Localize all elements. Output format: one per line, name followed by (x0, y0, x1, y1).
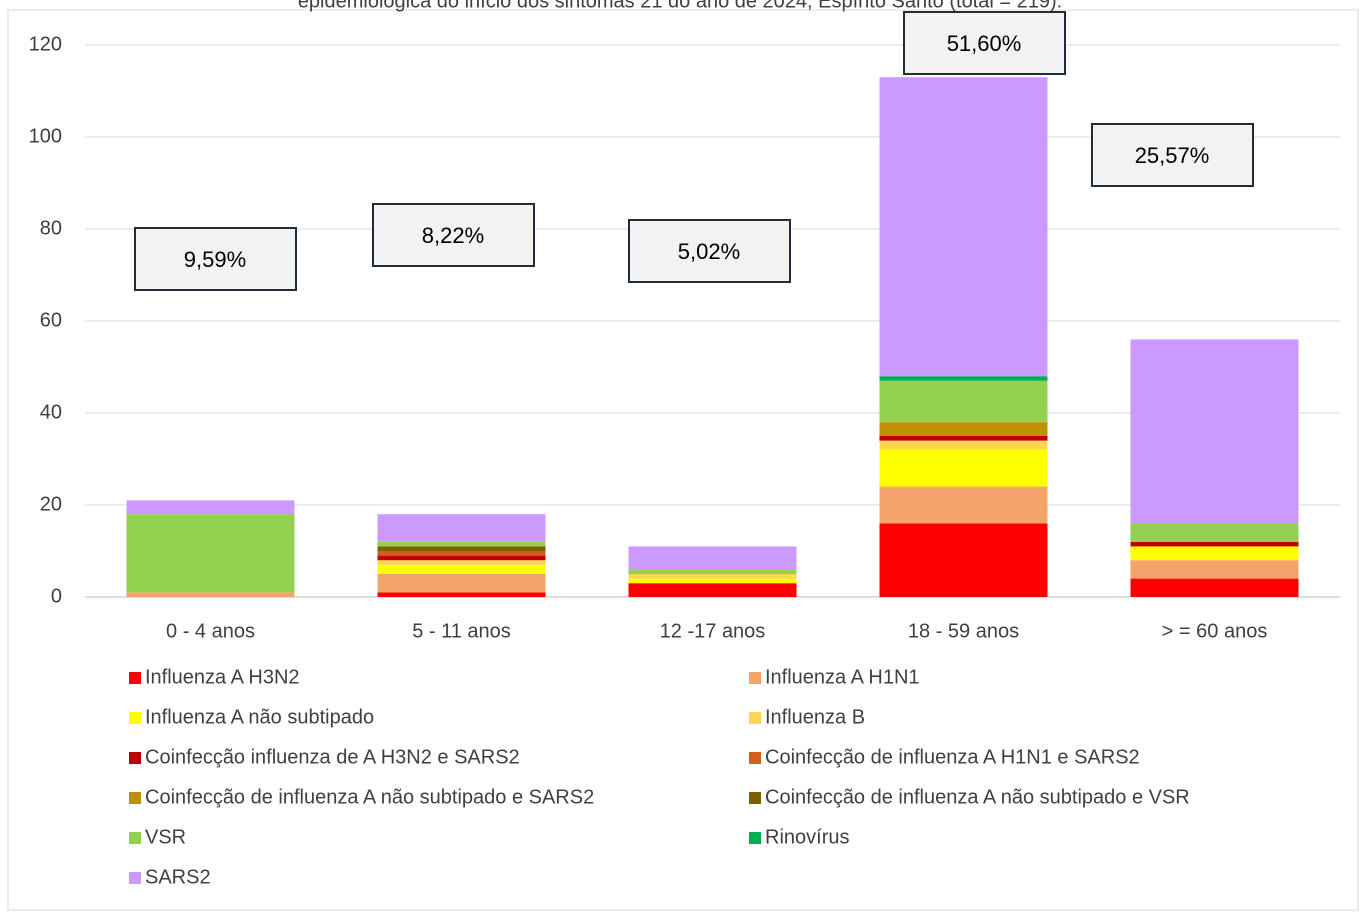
bar-segment (628, 546, 797, 570)
bar-segment (628, 578, 797, 584)
bar-segment (1130, 541, 1299, 547)
annotation-box (1091, 123, 1254, 187)
bar-segment (879, 376, 1048, 381)
bar-segment (628, 583, 797, 597)
bar-segment (377, 560, 546, 565)
bar-segment (628, 569, 797, 574)
annotation: 25,57% (1135, 143, 1210, 168)
y-tick-label: 0 (51, 585, 62, 607)
y-tick-label: 120 (29, 33, 62, 55)
legend-swatch (749, 712, 761, 724)
y-tick-label: 100 (29, 125, 62, 147)
bar-segment (879, 436, 1048, 441)
bar-segment (1130, 546, 1299, 561)
legend-swatch (129, 872, 141, 884)
legend-label: Coinfecção de influenza A não subtipado … (765, 786, 1190, 808)
legend-swatch (129, 832, 141, 844)
legend-label: SARS2 (145, 866, 211, 888)
legend-swatch (129, 752, 141, 764)
bar-segment (377, 574, 546, 593)
legend-swatch (749, 672, 761, 684)
x-tick-label: 0 - 4 anos (166, 620, 255, 642)
bar-segment (377, 546, 546, 551)
bar-segment (628, 574, 797, 579)
legend-label: Influenza B (765, 706, 865, 728)
bar-segment (1130, 523, 1299, 542)
bar-segment (126, 514, 295, 593)
bar-segment (1130, 578, 1299, 597)
bar-segment (126, 500, 295, 515)
legend-swatch (129, 712, 141, 724)
bar-segment (1130, 560, 1299, 579)
bar-segment (377, 541, 546, 547)
annotation: 8,22% (422, 223, 484, 248)
legend-swatch (749, 832, 761, 844)
bar-segment (879, 380, 1048, 423)
bar-segment (377, 551, 546, 556)
bar-segment (879, 440, 1048, 450)
chart-border (7, 9, 1359, 911)
bar-segment (377, 592, 546, 597)
annotation: 51,60% (947, 31, 1022, 56)
legend-label: Influenza A H3N2 (145, 666, 300, 688)
y-tick-label: 80 (40, 217, 62, 239)
legend-label: VSR (145, 826, 186, 848)
legend-label: Coinfecção de influenza A não subtipado … (145, 786, 594, 808)
x-tick-label: 18 - 59 anos (908, 620, 1019, 642)
y-tick-label: 40 (40, 401, 62, 423)
legend-swatch (129, 672, 141, 684)
bar-segment (879, 523, 1048, 597)
legend-label: Influenza A não subtipado (145, 706, 374, 728)
legend-swatch (749, 752, 761, 764)
bar-segment (879, 486, 1048, 524)
bar-segment (879, 422, 1048, 436)
bar-segment (126, 592, 295, 597)
legend-swatch (749, 792, 761, 804)
bar-segment (377, 514, 546, 542)
annotation: 9,59% (184, 247, 246, 272)
legend-label: Coinfecção de influenza A H1N1 e SARS2 (765, 746, 1140, 768)
legend-swatch (129, 792, 141, 804)
bar-segment (377, 555, 546, 561)
y-tick-label: 60 (40, 309, 62, 331)
bar-segment (879, 449, 1048, 487)
annotation-box (903, 11, 1066, 75)
x-tick-label: > = 60 anos (1162, 620, 1268, 642)
annotation-box (372, 203, 535, 267)
bar-segment (1130, 339, 1299, 524)
legend-label: Coinfecção influenza de A H3N2 e SARS2 (145, 746, 520, 768)
x-tick-label: 12 -17 anos (660, 620, 766, 642)
y-tick-label: 20 (40, 493, 62, 515)
chart-title: epidemiológica do início dos sintomas 21… (298, 0, 1062, 12)
legend-label: Rinovírus (765, 826, 849, 848)
x-tick-label: 5 - 11 anos (412, 620, 511, 642)
legend-label: Influenza A H1N1 (765, 666, 920, 688)
annotation: 5,02% (678, 239, 740, 264)
bar-segment (879, 77, 1048, 377)
annotation-box (134, 227, 297, 291)
annotation-box (628, 219, 791, 283)
bar-segment (377, 564, 546, 574)
